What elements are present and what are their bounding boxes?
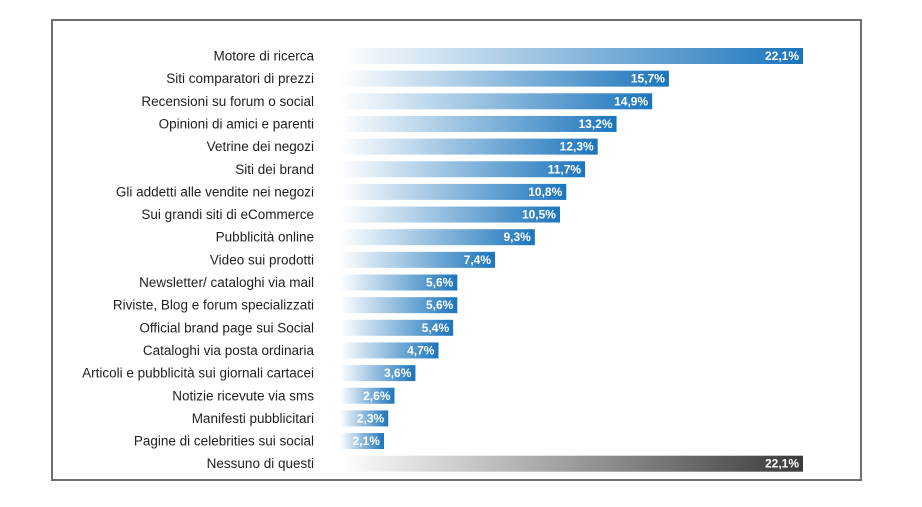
value-label: 2,1% [353,434,381,448]
category-label: Cataloghi via posta ordinaria [143,343,315,358]
bar-row-nessuno-di-questi: Nessuno di questi 22,1% [207,455,803,472]
category-label: Siti dei brand [235,162,314,177]
value-label: 22,1% [765,49,799,63]
value-label: 12,3% [560,140,594,154]
category-label: Video sui prodotti [210,252,314,267]
bar-row-gli-addetti-alle-vendite-nei-negozi: Gli addetti alle vendite nei negozi 10,8% [116,183,567,200]
bar [340,387,395,404]
value-label: 2,3% [357,411,385,425]
category-label: Manifesti pubblicitari [192,411,314,426]
category-label: Notizie ricevute via sms [172,388,314,403]
bar [340,319,454,336]
bar [340,297,458,314]
bar-row-newsletter-cataloghi-via-mail: Newsletter/ cataloghi via mail 5,6% [139,274,458,291]
value-label: 4,7% [407,343,435,357]
category-label: Pagine di celebrities sui social [134,434,314,449]
bar-chart: Motore di ricerca 22,1% Siti comparatori d… [82,48,803,472]
bar-row-cataloghi-via-posta-ordinaria: Cataloghi via posta ordinaria 4,7% [143,342,439,359]
category-label: Vetrine dei negozi [207,139,314,154]
category-label: Nessuno di questi [207,456,314,471]
value-label: 2,6% [363,389,391,403]
bar-row-siti-comparatori-di-prezzi: Siti comparatori di prezzi 15,7% [166,70,669,87]
category-label: Articoli e pubblicità sui giornali carta… [82,366,314,381]
value-label: 3,6% [384,366,412,380]
value-label: 10,5% [522,208,556,222]
bar [340,183,567,200]
bar-row-manifesti-pubblicitari: Manifesti pubblicitari 2,3% [192,410,389,427]
value-label: 7,4% [464,253,492,267]
value-label: 5,4% [422,321,450,335]
value-label: 15,7% [631,72,665,86]
bar [340,455,803,472]
bar [340,342,439,359]
bar-row-opinioni-di-amici-e-parenti: Opinioni di amici e parenti 13,2% [159,115,617,132]
bar [340,410,389,427]
value-label: 5,6% [426,276,454,290]
bar [340,115,617,132]
bar [340,48,803,64]
bar [340,161,586,178]
category-label: Recensioni su forum o social [141,94,314,109]
bar-row-vetrine-dei-negozi: Vetrine dei negozi 12,3% [207,138,598,155]
bar [340,365,416,382]
value-label: 10,8% [528,185,562,199]
category-label: Siti comparatori di prezzi [166,71,314,86]
bar [340,433,384,450]
bar [340,138,598,155]
category-label: Pubblicità online [216,230,314,245]
bar [340,251,496,268]
bar-row-video-sui-prodotti: Video sui prodotti 7,4% [210,251,496,268]
bar-row-pubblicita-online: Pubblicità online 9,3% [216,229,535,246]
value-label: 9,3% [503,230,531,244]
chart-frame: Motore di ricerca 22,1% Siti comparatori d… [51,19,862,481]
bar-row-motore-di-ricerca: Motore di ricerca 22,1% [213,48,803,64]
bar [340,229,535,246]
value-label: 11,7% [548,162,582,176]
bar [340,274,458,291]
bar-row-sui-grandi-siti-di-ecommerce: Sui grandi siti di eCommerce 10,5% [141,206,560,223]
bars-layer: Motore di ricerca 22,1% Siti comparatori d… [82,48,803,472]
value-label: 22,1% [765,457,799,471]
bar-row-riviste-blog-e-forum-specializzati: Riviste, Blog e forum specializzati 5,6% [113,297,458,314]
bar [340,93,653,110]
category-label: Newsletter/ cataloghi via mail [139,275,314,290]
value-label: 5,6% [426,298,454,312]
category-label: Gli addetti alle vendite nei negozi [116,184,314,199]
bar-row-official-brand-page-sui-social: Official brand page sui Social 5,4% [139,319,454,336]
category-label: Sui grandi siti di eCommerce [141,207,314,222]
value-label: 13,2% [579,117,613,131]
bar-row-notizie-ricevute-via-sms: Notizie ricevute via sms 2,6% [172,387,395,404]
category-label: Riviste, Blog e forum specializzati [113,298,314,313]
value-label: 14,9% [614,94,648,108]
category-label: Motore di ricerca [213,49,314,64]
bar [340,206,560,223]
bar [340,70,669,87]
bar-row-articoli-e-pubblicita-sui-giornali-cartacei: Articoli e pubblicità sui giornali carta… [82,365,416,382]
category-label: Opinioni di amici e parenti [159,116,314,131]
bar-row-recensioni-su-forum-o-social: Recensioni su forum o social 14,9% [141,93,653,110]
bar-row-pagine-di-celebrities-sui-social: Pagine di celebrities sui social 2,1% [134,433,384,450]
category-label: Official brand page sui Social [139,320,314,335]
bar-row-siti-dei-brand: Siti dei brand 11,7% [235,161,586,178]
